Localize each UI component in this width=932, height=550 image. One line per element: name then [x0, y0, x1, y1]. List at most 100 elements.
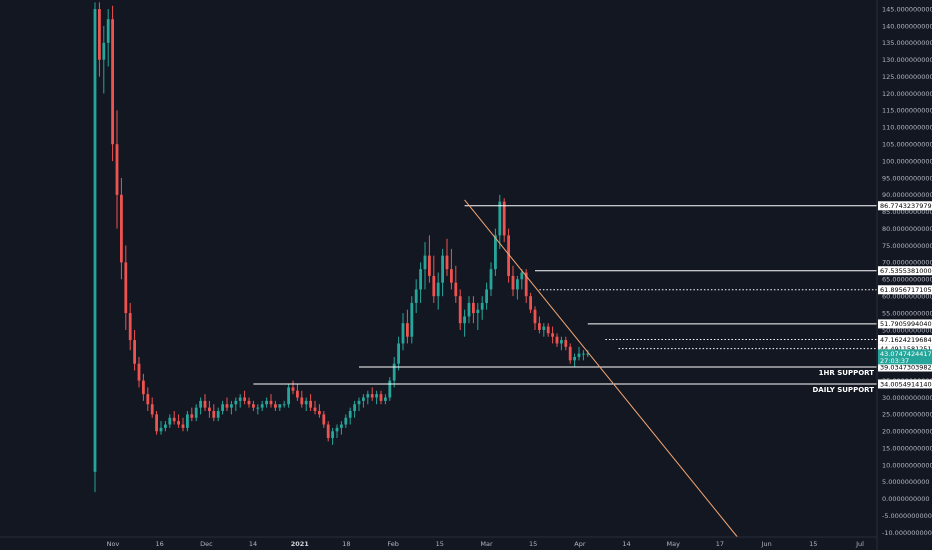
price-tick-label: 75.0000000000	[882, 242, 932, 250]
candle-body	[560, 340, 563, 344]
candle-body	[542, 326, 546, 330]
candle-body	[555, 336, 559, 344]
price-level-label: 44.4911581251	[880, 345, 932, 353]
price-tick-label: 110.0000000000	[882, 124, 932, 132]
price-level-box	[878, 362, 932, 372]
candle	[309, 394, 312, 412]
candle-body	[282, 404, 286, 406]
candle	[582, 350, 585, 361]
candle	[516, 275, 519, 300]
price-tick-label: 70.0000000000	[882, 259, 932, 267]
price-tick-label: 125.0000000000	[882, 73, 932, 81]
candle-body	[410, 302, 414, 337]
candle	[212, 404, 216, 422]
candle-body	[296, 390, 299, 398]
candle-body	[137, 363, 141, 381]
candle	[533, 306, 537, 330]
support-annotation: 1HR SUPPORT	[819, 369, 875, 377]
candle-body	[397, 343, 400, 364]
candle	[375, 390, 378, 405]
candle	[111, 5, 114, 162]
candle	[190, 407, 194, 422]
candle	[524, 269, 528, 303]
candle-body	[520, 272, 524, 280]
candle	[102, 25, 106, 94]
candle-body	[379, 394, 383, 401]
candle-body	[190, 414, 194, 418]
candle	[441, 248, 444, 297]
price-axis[interactable]: 145.0000000000 140.0000000000 135.00000000…	[882, 5, 932, 537]
candle-body	[322, 414, 326, 425]
candle	[331, 427, 334, 445]
price-level-label: 39.0347303982	[880, 363, 932, 371]
candle	[366, 390, 370, 405]
candle-body	[331, 431, 334, 439]
candle	[234, 397, 238, 412]
time-tick-label: Mar	[480, 540, 493, 548]
candle-body	[533, 309, 537, 324]
candle	[467, 296, 471, 324]
price-level-box	[878, 379, 932, 389]
candle-body	[529, 296, 532, 310]
candle-body	[568, 346, 572, 361]
candle-body	[480, 302, 484, 310]
candle	[384, 394, 387, 405]
candle-body	[454, 282, 458, 297]
price-tick-label: 20.0000000000	[882, 428, 932, 436]
candle	[203, 394, 207, 412]
candle	[177, 414, 180, 428]
candle	[573, 353, 576, 368]
price-level-label: 51.7905994040	[880, 320, 932, 328]
candle	[414, 279, 418, 314]
candle	[436, 272, 440, 310]
candle-body	[392, 363, 396, 381]
candle-body	[313, 407, 317, 412]
time-tick-label: Jun	[761, 540, 772, 548]
time-tick-label: 15	[436, 540, 444, 548]
price-tick-label: 15.0000000000	[882, 444, 932, 452]
candle-body	[538, 323, 541, 330]
candle-body	[375, 394, 378, 398]
candle-body	[225, 404, 229, 408]
candle	[304, 397, 308, 412]
candle	[568, 343, 572, 364]
candle	[555, 333, 559, 347]
candle-body	[366, 394, 370, 398]
candle-body	[388, 380, 392, 398]
candle	[238, 394, 242, 408]
candle-body	[260, 404, 264, 408]
candle	[370, 387, 374, 401]
candle	[137, 356, 141, 388]
candle-body	[370, 394, 374, 398]
candle	[560, 336, 563, 351]
candle-body	[274, 404, 277, 408]
price-tick-label: 105.0000000000	[882, 140, 932, 148]
time-tick-label: Jul	[855, 540, 864, 548]
candle-body	[172, 417, 176, 422]
candle	[106, 9, 110, 67]
candle	[450, 248, 453, 290]
candle-body	[423, 255, 427, 270]
candle-body	[120, 194, 123, 263]
candle-body	[212, 411, 216, 418]
candle	[326, 421, 330, 442]
time-axis[interactable]: Nov 16 Dec 14 2021 18 Feb 15 Mar 15 Apr 14 May 17 Jun 1…	[107, 540, 864, 548]
candle-body	[146, 394, 150, 405]
time-tick-label: Nov	[107, 540, 120, 548]
candle	[260, 400, 264, 412]
time-tick-label: May	[667, 540, 681, 548]
candle-body	[335, 427, 339, 432]
candle-body	[243, 397, 246, 401]
candle-body	[441, 255, 444, 283]
candle-body	[252, 404, 255, 408]
candle-body	[291, 387, 295, 391]
candle	[472, 296, 475, 324]
price-tick-label: 90.0000000000	[882, 191, 932, 199]
candle	[98, 2, 101, 77]
candle	[362, 394, 365, 408]
candle	[335, 424, 339, 439]
candle-body	[564, 340, 568, 347]
candle	[318, 404, 321, 418]
candle-body	[326, 424, 330, 439]
candle-body	[155, 414, 158, 432]
